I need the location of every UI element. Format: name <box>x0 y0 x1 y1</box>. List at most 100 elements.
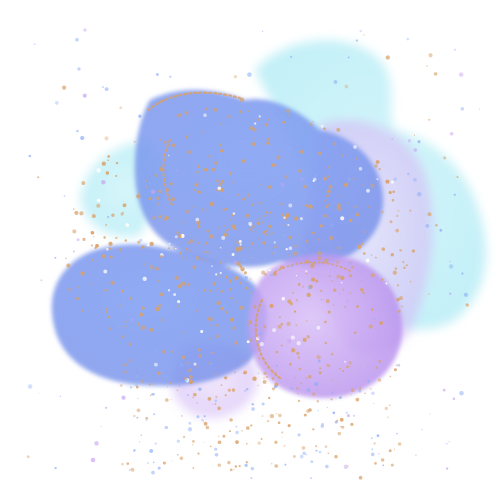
gold-speck <box>155 306 160 312</box>
gold-speck <box>228 279 232 283</box>
scatter-speck <box>416 192 422 197</box>
scatter-speck <box>33 43 36 46</box>
gold-speck <box>239 110 243 114</box>
gold-speck <box>268 211 272 214</box>
scatter-speck <box>343 464 349 469</box>
gold-speck <box>229 287 233 291</box>
scatter-speck <box>304 248 308 252</box>
gold-speck <box>158 138 161 141</box>
scatter-speck <box>463 292 469 297</box>
gold-speck <box>167 154 170 157</box>
gold-speck <box>323 214 327 218</box>
spray-speck <box>297 433 301 437</box>
gold-speck <box>167 247 170 250</box>
spray-speck <box>227 460 231 465</box>
gold-speck <box>292 251 298 256</box>
gold-speck <box>275 350 279 354</box>
scatter-speck <box>54 101 59 105</box>
gold-speck <box>138 191 140 193</box>
spray-speck <box>128 359 132 362</box>
scatter-speck <box>385 55 390 60</box>
scatter-speck <box>135 383 139 387</box>
spray-speck <box>261 415 264 418</box>
gold-speck <box>251 142 256 147</box>
gold-speck <box>266 141 270 145</box>
gold-speck <box>174 275 179 280</box>
gold-speck <box>371 308 374 311</box>
spray-speck <box>274 440 278 444</box>
gold-speck <box>108 247 111 250</box>
gold-speck <box>90 283 93 286</box>
gold-speck <box>269 269 271 272</box>
scatter-speck <box>139 238 143 242</box>
gold-speck <box>167 289 171 292</box>
gold-speck <box>219 246 222 249</box>
gold-speck <box>195 309 198 313</box>
gold-speck <box>96 203 101 208</box>
spray-speck <box>149 449 154 453</box>
gold-speck <box>146 243 150 247</box>
scatter-speck <box>449 260 451 263</box>
spray-speck <box>245 388 249 391</box>
spray-speck <box>162 461 166 465</box>
gold-speck <box>170 350 173 353</box>
gold-speck <box>280 265 284 269</box>
spray-speck <box>327 452 330 455</box>
gold-speck <box>340 275 345 281</box>
spray-speck <box>176 389 179 392</box>
spray-speck <box>187 379 191 383</box>
spray-speck <box>359 366 362 368</box>
scatter-speck <box>290 55 293 59</box>
spray-speck <box>319 367 322 370</box>
gold-speck <box>288 246 293 251</box>
gold-speck <box>128 342 133 346</box>
gold-speck <box>320 299 323 301</box>
gold-speck <box>257 118 260 121</box>
gold-speck <box>260 183 262 186</box>
scatter-speck <box>250 224 255 229</box>
gold-speck <box>178 233 182 238</box>
gold-speck <box>157 280 160 283</box>
gold-speck <box>207 362 210 364</box>
gold-speck <box>193 362 197 366</box>
scatter-speck <box>306 388 311 392</box>
gold-speck <box>208 271 210 274</box>
scatter-speck <box>159 188 163 193</box>
spray-speck <box>182 435 186 439</box>
scatter-speck <box>190 145 194 149</box>
gold-speck <box>326 189 331 194</box>
gold-speck <box>101 254 106 259</box>
spray-speck <box>128 469 131 471</box>
gold-speck <box>230 219 232 221</box>
scatter-speck <box>241 283 246 288</box>
spray-speck <box>151 393 154 396</box>
spray-speck <box>127 375 129 377</box>
scatter-speck <box>378 452 380 455</box>
scatter-speck <box>421 429 423 431</box>
scatter-speck <box>329 223 334 228</box>
spray-speck <box>121 462 124 466</box>
gold-speck <box>312 121 314 123</box>
gold-speck <box>328 275 331 277</box>
gold-speck <box>223 232 228 237</box>
scatter-speck <box>425 223 430 228</box>
gold-speck <box>215 273 218 276</box>
gold-speck <box>308 284 313 289</box>
spray-speck <box>305 453 308 456</box>
gold-speck <box>149 241 154 247</box>
gold-speck <box>186 282 191 287</box>
gold-speck <box>209 201 215 207</box>
gold-speck <box>203 113 207 117</box>
gold-speck <box>288 114 290 116</box>
gold-speck <box>188 379 194 385</box>
gold-speck <box>294 377 296 379</box>
gold-speck <box>145 179 148 182</box>
scatter-speck <box>333 80 338 84</box>
spray-speck <box>278 413 282 418</box>
gold-speck <box>217 186 222 191</box>
scatter-speck <box>290 264 294 268</box>
gold-speck <box>405 264 408 267</box>
scatter-speck <box>413 177 417 182</box>
spray-speck <box>289 362 292 366</box>
scatter-speck <box>270 273 273 277</box>
